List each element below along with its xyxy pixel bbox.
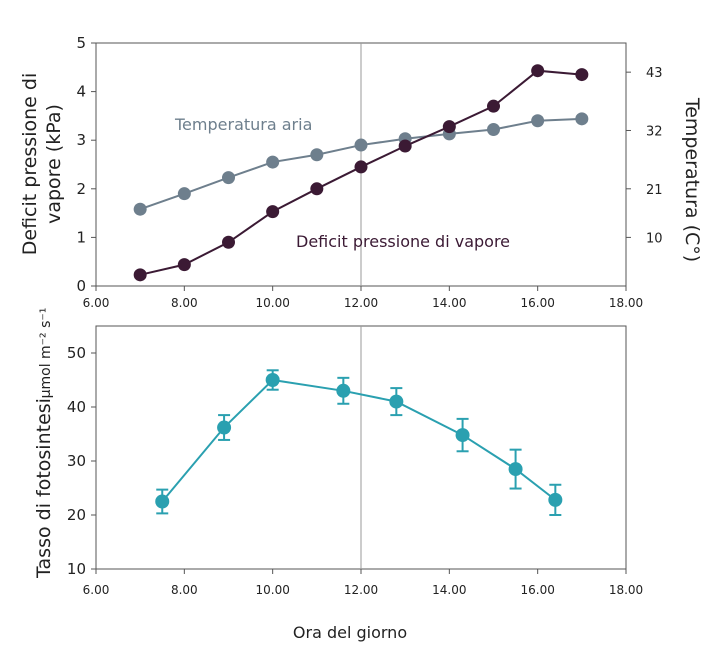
bottom-y-tick-label: 30 <box>67 452 86 470</box>
top-x-tick-label: 6.00 <box>83 296 110 310</box>
top-y-tick-label: 4 <box>76 83 86 101</box>
top-ylabel-left-line1: Deficit pressione di <box>19 73 41 255</box>
data-point <box>548 492 563 507</box>
top-x-tick-label: 14.00 <box>432 296 466 310</box>
data-point <box>217 420 232 435</box>
top-x-tick-label: 10.00 <box>255 296 289 310</box>
bottom-x-tick-label: 18.00 <box>609 583 643 597</box>
annotation-deficit-pressione: Deficit pressione di vapore <box>296 232 510 251</box>
bottom-y-tick-label: 40 <box>67 398 86 416</box>
top-x-tick-label: 12.00 <box>344 296 378 310</box>
data-point <box>575 112 589 126</box>
top-ylabel-right: Temperatura (C°) <box>681 97 703 262</box>
data-point <box>354 160 368 174</box>
bottom-xlabel: Ora del giorno <box>293 623 407 642</box>
data-point <box>222 235 235 249</box>
top-y2-tick-label: 10 <box>646 231 663 246</box>
bottom-x-ticks: 6.00 8.00 10.00 12.00 14.00 16.00 18.00 <box>83 569 643 597</box>
data-point <box>177 258 191 272</box>
top-chart: 6.00 8.00 10.00 12.00 14.00 16.00 18.00 0 1 2 3 4 5… <box>19 34 703 310</box>
data-point <box>508 462 523 477</box>
bottom-x-tick-label: 14.00 <box>432 583 466 597</box>
data-point <box>155 494 170 509</box>
data-point <box>222 171 235 185</box>
top-x-tick-label: 16.00 <box>520 296 554 310</box>
top-y-tick-label: 3 <box>76 131 86 149</box>
bottom-y-tick-label: 20 <box>67 506 86 524</box>
data-point <box>575 68 589 82</box>
data-point <box>442 120 456 134</box>
bottom-ylabel-unit: μmol m⁻² s⁻¹ <box>38 308 54 399</box>
top-y-tick-label: 0 <box>76 277 86 295</box>
top-y-tick-label: 2 <box>76 180 86 198</box>
data-point <box>336 383 351 398</box>
data-point <box>531 64 545 78</box>
bottom-y-tick-label: 10 <box>67 560 86 578</box>
data-point <box>266 155 280 169</box>
data-point <box>310 182 324 196</box>
data-point <box>487 99 500 113</box>
top-x-tick-label: 8.00 <box>171 296 198 310</box>
bottom-y-ticks: 10 20 30 40 50 <box>67 344 96 578</box>
data-point <box>133 268 147 282</box>
data-point <box>310 148 324 162</box>
top-y2-tick-label: 43 <box>646 66 663 81</box>
bottom-x-tick-label: 16.00 <box>520 583 554 597</box>
data-point <box>177 187 191 201</box>
top-y-tick-label: 5 <box>76 34 86 52</box>
top-x-ticks: 6.00 8.00 10.00 12.00 14.00 16.00 18.00 <box>83 286 643 310</box>
top-ylabel-left-line2: vapore (kPa) <box>43 104 65 224</box>
top-y2-tick-label: 21 <box>646 183 663 198</box>
bottom-y-tick-label: 50 <box>67 344 86 362</box>
data-point <box>487 123 500 137</box>
bottom-chart: 6.00 8.00 10.00 12.00 14.00 16.00 18.00 10 20 30… <box>33 308 643 642</box>
top-y-ticks-right: 10 21 32 43 <box>626 66 663 246</box>
data-point <box>398 139 412 153</box>
data-point <box>531 114 545 128</box>
bottom-x-tick-label: 12.00 <box>344 583 378 597</box>
data-point <box>354 138 368 152</box>
series-fotosintesi <box>155 369 563 516</box>
data-point <box>455 428 470 443</box>
top-x-tick-label: 18.00 <box>609 296 643 310</box>
top-y-tick-label: 1 <box>76 228 86 246</box>
top-y2-tick-label: 32 <box>646 124 663 139</box>
bottom-ylabel: Tasso di fotosintesi <box>33 398 55 579</box>
bottom-x-tick-label: 6.00 <box>83 583 110 597</box>
data-point <box>133 202 147 216</box>
top-y-ticks-left: 0 1 2 3 4 5 <box>76 34 96 295</box>
series-line <box>161 378 556 503</box>
data-point <box>389 394 404 409</box>
series-deficit-pressione <box>133 64 589 282</box>
bottom-x-tick-label: 8.00 <box>171 583 198 597</box>
bottom-x-tick-label: 10.00 <box>255 583 289 597</box>
series-temperatura-aria <box>133 112 589 216</box>
annotation-temperatura-aria: Temperatura aria <box>174 115 312 134</box>
data-point <box>265 373 280 387</box>
data-point <box>266 205 280 219</box>
